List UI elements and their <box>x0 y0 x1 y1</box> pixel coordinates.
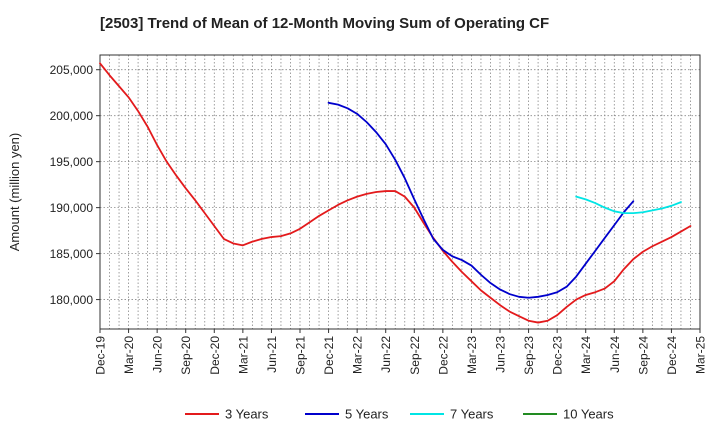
x-tick-label: Dec-19 <box>94 336 108 375</box>
x-axis-ticks: Dec-19 Mar-20 Jun-20 Sep-20 Dec-20 Mar-21 Jun-… <box>94 329 708 375</box>
y-tick-label: 195,000 <box>50 155 94 169</box>
x-tick-label: Sep-20 <box>179 336 193 375</box>
x-tick-label: Mar-20 <box>122 336 136 374</box>
x-tick-label: Jun-22 <box>379 336 393 373</box>
y-axis-ticks: 180,000 185,000 190,000 195,000 200,000 205,0… <box>50 63 100 307</box>
x-tick-label: Jun-24 <box>608 336 622 373</box>
x-tick-label: Sep-21 <box>294 336 308 375</box>
x-tick-label: Mar-25 <box>694 336 708 374</box>
x-tick-label: Jun-23 <box>494 336 508 373</box>
x-tick-label: Dec-23 <box>551 336 565 375</box>
x-tick-label: Mar-23 <box>465 336 479 374</box>
x-tick-label: Jun-21 <box>265 336 279 373</box>
grid-layer <box>100 55 700 329</box>
legend: 3 Years 5 Years 7 Years 10 Years <box>185 407 614 422</box>
x-tick-label: Sep-24 <box>636 336 650 375</box>
y-tick-label: 180,000 <box>50 293 94 307</box>
x-tick-label: Dec-24 <box>665 336 679 375</box>
x-tick-label: Mar-22 <box>351 336 365 374</box>
x-tick-label: Mar-21 <box>236 336 250 374</box>
legend-label: 7 Years <box>450 407 494 422</box>
series-line-7-years <box>575 195 682 215</box>
series-line-5-years <box>327 101 635 299</box>
legend-label: 10 Years <box>563 407 614 422</box>
y-tick-label: 185,000 <box>50 247 94 261</box>
legend-label: 5 Years <box>345 407 389 422</box>
y-tick-label: 200,000 <box>50 109 94 123</box>
x-tick-label: Dec-20 <box>208 336 222 375</box>
legend-label: 3 Years <box>225 407 269 422</box>
y-tick-label: 190,000 <box>50 201 94 215</box>
x-tick-label: Mar-24 <box>579 336 593 374</box>
x-tick-label: Sep-22 <box>408 336 422 375</box>
x-tick-label: Sep-23 <box>522 336 536 375</box>
series-line-3-years <box>99 62 692 324</box>
x-tick-label: Jun-20 <box>151 336 165 373</box>
plot-frame <box>99 54 701 330</box>
chart-title: [2503] Trend of Mean of 12-Month Moving … <box>100 15 549 32</box>
series-layer <box>99 62 692 324</box>
x-tick-label: Dec-21 <box>322 336 336 375</box>
y-axis-label: Amount (million yen) <box>7 133 22 252</box>
x-tick-label: Dec-22 <box>436 336 450 375</box>
y-tick-label: 205,000 <box>50 63 94 77</box>
